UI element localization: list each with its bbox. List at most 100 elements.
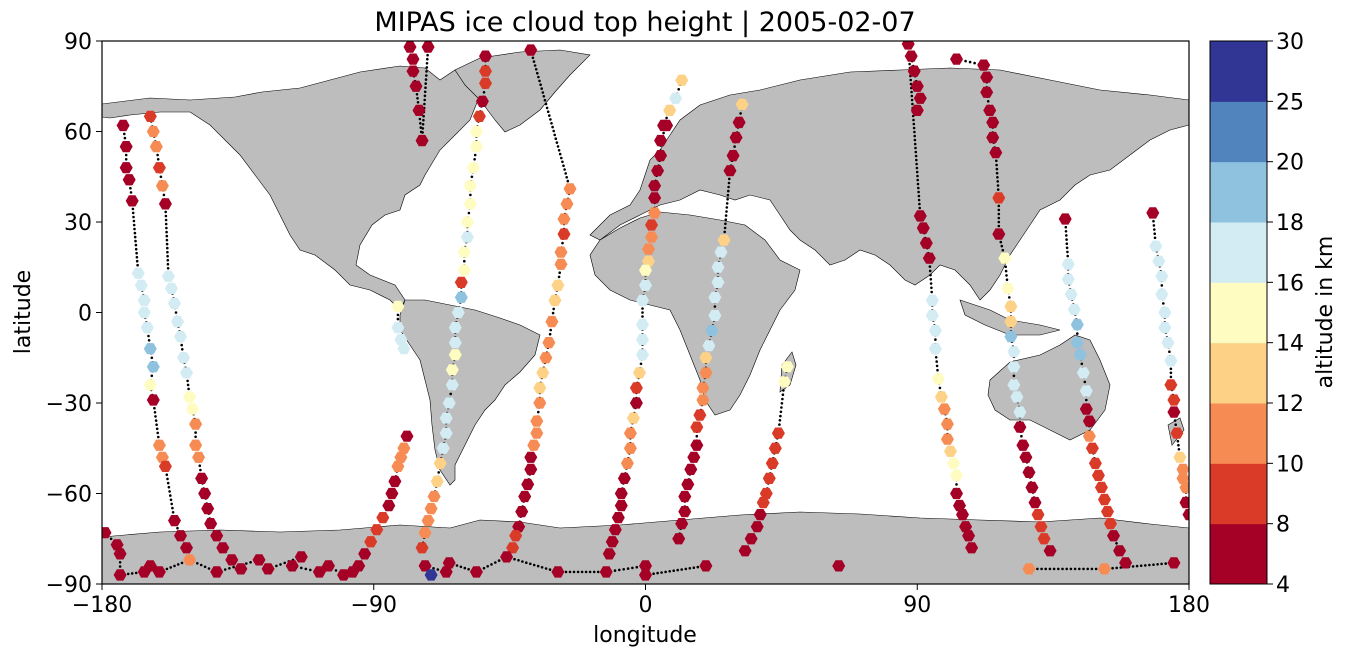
track-dot bbox=[568, 570, 572, 574]
track-dot bbox=[165, 238, 169, 242]
cloud-marker bbox=[1010, 391, 1024, 403]
cloud-marker bbox=[113, 548, 127, 560]
track-dot bbox=[171, 511, 175, 514]
cloud-marker bbox=[439, 427, 453, 439]
x-tick-label: 0 bbox=[639, 593, 653, 618]
track-dot bbox=[910, 98, 914, 102]
track-dot bbox=[129, 186, 132, 190]
cloud-marker bbox=[965, 542, 979, 554]
colorbar-bin bbox=[1210, 403, 1267, 464]
track-dot bbox=[727, 181, 731, 185]
cloud-marker bbox=[654, 134, 668, 147]
cloud-marker bbox=[388, 475, 402, 488]
track-dot bbox=[1153, 236, 1157, 240]
cloud-marker bbox=[1034, 521, 1048, 533]
cloud-marker bbox=[557, 213, 571, 225]
cloud-marker bbox=[1082, 430, 1096, 442]
cloud-marker bbox=[980, 86, 994, 98]
y-tick-label: −90 bbox=[46, 573, 92, 598]
track-dot bbox=[1153, 232, 1156, 235]
track-dot bbox=[539, 83, 542, 86]
cloud-marker bbox=[152, 439, 166, 451]
track-dot bbox=[532, 60, 536, 63]
track-dot bbox=[135, 259, 139, 263]
track-dot bbox=[913, 134, 916, 138]
track-dot bbox=[424, 86, 427, 89]
cloud-marker bbox=[400, 430, 414, 442]
cloud-marker bbox=[180, 542, 193, 554]
track-dot bbox=[533, 64, 537, 67]
cloud-marker bbox=[940, 433, 954, 445]
track-dot bbox=[166, 262, 170, 266]
cloud-marker bbox=[158, 460, 172, 472]
cloud-marker bbox=[164, 282, 178, 294]
track-dot bbox=[1177, 448, 1181, 451]
cloud-marker bbox=[623, 442, 637, 454]
track-dot bbox=[423, 94, 427, 98]
track-dot bbox=[426, 57, 429, 61]
cloud-marker bbox=[1013, 406, 1027, 418]
cloud-marker bbox=[1043, 545, 1057, 557]
cloud-marker bbox=[475, 95, 489, 107]
track-dot bbox=[223, 568, 227, 571]
track-dot bbox=[930, 286, 933, 290]
track-dot bbox=[584, 570, 588, 574]
track-dot bbox=[1152, 219, 1155, 223]
track-dot bbox=[910, 94, 914, 98]
track-dot bbox=[996, 188, 1000, 191]
track-dot bbox=[199, 468, 202, 472]
track-dot bbox=[551, 311, 555, 315]
track-dot bbox=[131, 207, 135, 211]
track-dot bbox=[934, 356, 938, 359]
colorbar-tick-label: 16 bbox=[1276, 271, 1304, 296]
cloud-marker bbox=[922, 252, 936, 264]
cloud-marker bbox=[1058, 213, 1072, 225]
track-dot bbox=[198, 464, 202, 468]
track-dot bbox=[726, 198, 729, 201]
track-dot bbox=[164, 214, 168, 218]
track-dot bbox=[283, 561, 287, 565]
track-dot bbox=[159, 175, 163, 179]
track-dot bbox=[696, 565, 700, 569]
track-dot bbox=[455, 564, 459, 567]
cloud-marker bbox=[1025, 481, 1039, 494]
cloud-marker bbox=[385, 487, 399, 500]
track-dot bbox=[548, 332, 552, 336]
cloud-marker bbox=[711, 276, 725, 288]
cloud-marker bbox=[460, 231, 474, 243]
cloud-marker bbox=[617, 472, 631, 484]
track-dot bbox=[1169, 371, 1173, 375]
cloud-marker bbox=[155, 180, 169, 192]
cloud-marker bbox=[391, 322, 405, 334]
colorbar-label: altitude in km bbox=[1313, 236, 1338, 389]
track-dot bbox=[780, 402, 784, 405]
cloud-marker bbox=[415, 542, 429, 554]
track-dot bbox=[1177, 443, 1180, 447]
track-dot bbox=[997, 220, 1001, 224]
cloud-marker bbox=[1001, 282, 1015, 294]
cloud-marker bbox=[675, 518, 689, 530]
x-axis: −180 −90 0 90 180 bbox=[72, 584, 1210, 618]
colorbar-tick-label: 4 bbox=[1276, 573, 1290, 598]
track-dot bbox=[529, 562, 532, 566]
cloud-marker bbox=[143, 110, 157, 122]
track-dot bbox=[415, 93, 419, 96]
cloud-marker bbox=[1079, 403, 1093, 415]
track-dot bbox=[157, 435, 160, 439]
cloud-marker bbox=[738, 545, 752, 557]
cloud-marker bbox=[611, 512, 625, 524]
cloud-marker bbox=[183, 554, 197, 566]
track-dot bbox=[1153, 228, 1156, 231]
track-dot bbox=[917, 190, 920, 194]
track-dot bbox=[626, 567, 630, 570]
cloud-marker bbox=[403, 41, 417, 53]
track-dot bbox=[1162, 302, 1165, 305]
cloud-marker bbox=[448, 349, 462, 361]
cloud-marker bbox=[636, 318, 649, 331]
track-dot bbox=[986, 100, 990, 103]
track-dot bbox=[165, 242, 169, 246]
cloud-marker bbox=[530, 427, 544, 439]
track-dot bbox=[553, 133, 556, 137]
track-dot bbox=[918, 202, 921, 206]
track-dot bbox=[416, 97, 419, 100]
